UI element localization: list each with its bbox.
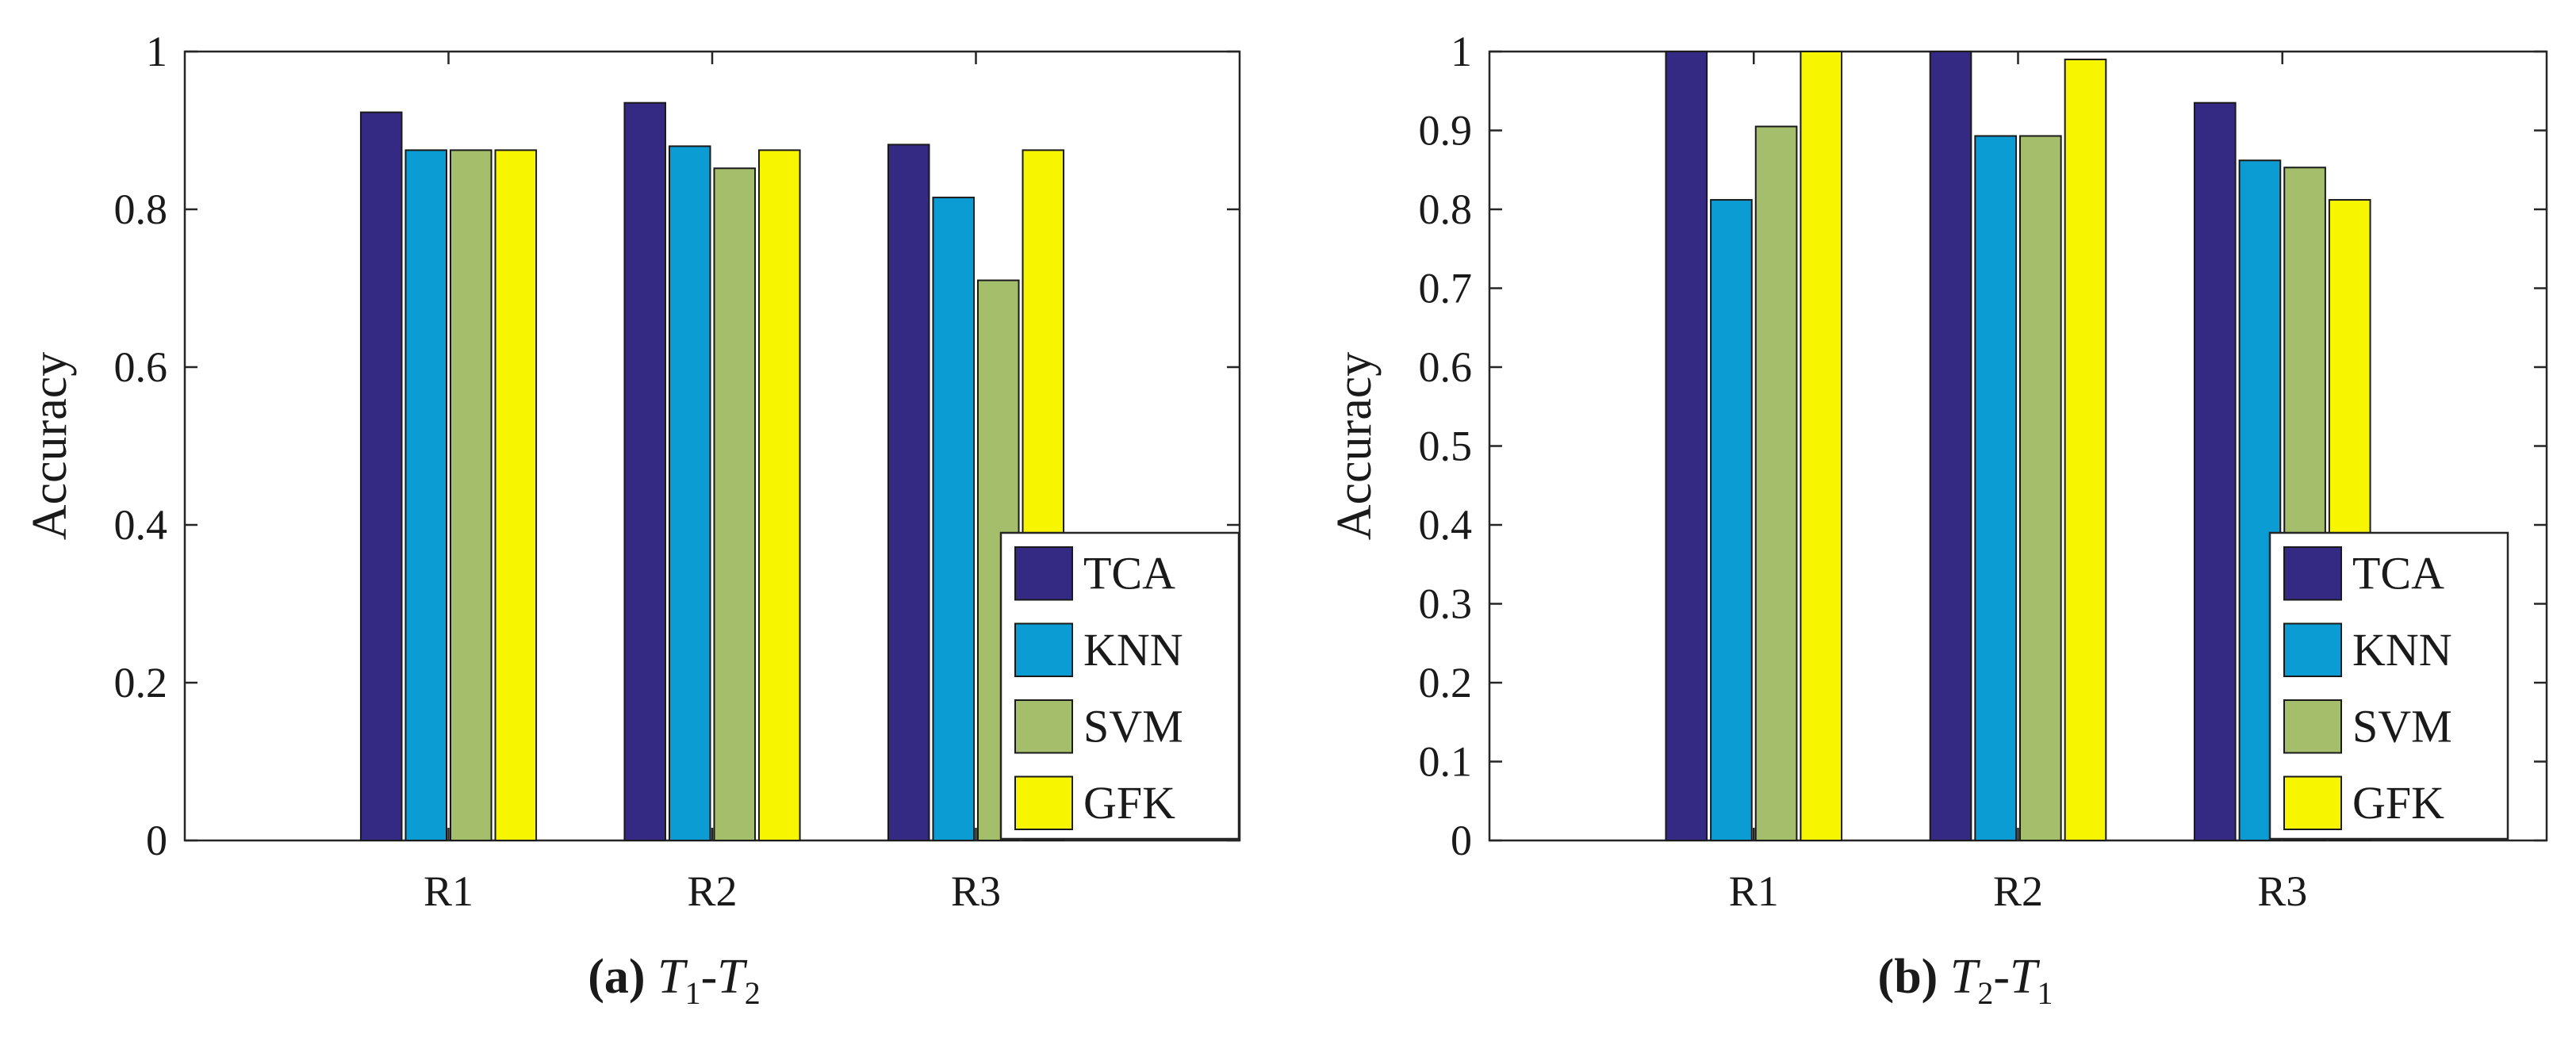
panel-a-bar-knn-r1 bbox=[404, 149, 448, 841]
panel-a-bar-tca-r1 bbox=[359, 111, 403, 842]
panel-a-caption-sub-0: 1 bbox=[685, 975, 701, 1011]
panel-a-bar-svm-r2 bbox=[713, 167, 757, 841]
panel-a-ytick-label-4: 0.8 bbox=[114, 186, 168, 233]
panel-b-ytick-label-4: 0.4 bbox=[1419, 501, 1473, 549]
panel-a-legend-label-gfk: GFK bbox=[1083, 777, 1175, 829]
panel-b-bar-knn-r1 bbox=[1710, 199, 1753, 841]
panel-a-xtick-label-R3: R3 bbox=[951, 867, 1001, 915]
panel-a-bar-tca-r2 bbox=[623, 101, 666, 842]
panel-b-legend: TCA KNN SVM GFK bbox=[2268, 531, 2509, 840]
panel-b-chart: 0 0.1 0.2 0.3 0.4 0.5 0.6 0.7 0.8 0.9 1 Accuracy R1 R… bbox=[1328, 28, 2548, 1011]
panel-b-bar-tca-r3 bbox=[2193, 101, 2237, 842]
panel-a-ytick-label-3: 0.6 bbox=[114, 343, 168, 391]
panel-b-ytick-label-10: 1 bbox=[1451, 28, 1472, 75]
panel-b-legend-label-gfk: GFK bbox=[2352, 777, 2444, 829]
panel-b-legend-label-knn: KNN bbox=[2352, 624, 2452, 676]
panel-a-xtick-label-R2: R2 bbox=[687, 867, 737, 915]
panel-a-legend-label-svm: SVM bbox=[1083, 700, 1183, 752]
panel-b-legend-label-svm: SVM bbox=[2352, 700, 2452, 752]
panel-b-ytick-label-5: 0.5 bbox=[1419, 423, 1473, 470]
panel-b-caption-tag: (b) bbox=[1878, 950, 1950, 1004]
panel-b-bar-svm-r2 bbox=[2018, 135, 2062, 841]
panel-b-bar-tca-r2 bbox=[1929, 51, 1972, 841]
panel-b-legend-swatch-gfk bbox=[2283, 775, 2342, 830]
panel-b-ytick-label-2: 0.2 bbox=[1419, 659, 1473, 706]
panel-b-bar-svm-r1 bbox=[1754, 125, 1798, 841]
panel-b-caption-sep: - bbox=[1993, 950, 2010, 1004]
panel-a-bar-tca-r3 bbox=[887, 144, 930, 842]
panel-a-y-axis-title: Accuracy bbox=[23, 352, 77, 541]
panel-a-legend-swatch-tca bbox=[1014, 546, 1073, 601]
panel-b-legend-label-tca: TCA bbox=[2352, 547, 2444, 599]
panel-b-ytick-label-8: 0.8 bbox=[1419, 186, 1473, 233]
panel-a-xtick-label-R1: R1 bbox=[424, 867, 473, 915]
panel-b-xtick-label-R2: R2 bbox=[1993, 867, 2043, 915]
panel-a-caption-sep: - bbox=[701, 950, 718, 1004]
panel-a-caption-var-2: T bbox=[717, 950, 748, 1004]
panel-a-legend-label-knn: KNN bbox=[1083, 624, 1183, 676]
panel-b-xtick-label-R1: R1 bbox=[1729, 867, 1779, 915]
panel-a-bar-knn-r3 bbox=[932, 197, 976, 841]
panel-a-ytick-label-1: 0.2 bbox=[114, 659, 168, 706]
panel-a-bar-gfk-r2 bbox=[758, 149, 801, 841]
panel-b-caption-sub-2: 1 bbox=[2037, 975, 2053, 1011]
panel-b-bar-knn-r2 bbox=[1974, 135, 2018, 841]
panel-a-bar-gfk-r1 bbox=[494, 149, 538, 841]
panel-b-legend-swatch-tca bbox=[2283, 546, 2342, 601]
panel-b-ytick-label-1: 0.1 bbox=[1419, 738, 1473, 786]
panel-a-caption: (a) T1​-T2​ bbox=[588, 950, 760, 1011]
panel-b-ytick-label-9: 0.9 bbox=[1419, 107, 1473, 155]
panel-a-bar-knn-r2 bbox=[668, 145, 711, 841]
panel-b-caption-sub-0: 2 bbox=[1977, 975, 1993, 1011]
panel-b-legend-swatch-knn bbox=[2283, 622, 2342, 677]
panel-b-ytick-label-7: 0.7 bbox=[1419, 265, 1473, 312]
panel-b-caption-var-0: T bbox=[1950, 950, 1981, 1004]
panel-a-legend-swatch-svm bbox=[1014, 699, 1073, 754]
panel-b-bar-tca-r1 bbox=[1665, 51, 1708, 841]
panel-a-ytick-label-0: 0 bbox=[146, 817, 167, 864]
panel-a-bar-svm-r1 bbox=[449, 149, 493, 841]
panel-b-y-axis-title: Accuracy bbox=[1328, 352, 1382, 541]
panel-a-caption-tag: (a) bbox=[588, 950, 657, 1004]
panel-a-legend-swatch-gfk bbox=[1014, 775, 1073, 830]
panel-b-bar-gfk-r1 bbox=[1800, 51, 1843, 841]
panel-b-bar-gfk-r2 bbox=[2064, 58, 2107, 841]
panel-a-legend: TCA KNN SVM GFK bbox=[999, 531, 1240, 840]
panel-b-legend-swatch-svm bbox=[2283, 699, 2342, 754]
panel-a-ytick-label-2: 0.4 bbox=[114, 501, 168, 549]
panel-b-caption: (b) T2​-T1​ bbox=[1878, 950, 2053, 1011]
panel-b-xtick-label-R3: R3 bbox=[2257, 867, 2307, 915]
panel-a-chart: 0 0.2 0.4 0.6 0.8 1 Accuracy R1 R2 R3 TCA KNN SVM GFK… bbox=[23, 28, 1241, 1011]
panel-a-legend-swatch-knn bbox=[1014, 622, 1073, 677]
panel-a-caption-var-0: T bbox=[657, 950, 688, 1004]
panel-a-legend-label-tca: TCA bbox=[1083, 547, 1175, 599]
panel-b-ytick-label-6: 0.6 bbox=[1419, 343, 1473, 391]
panel-b-ytick-label-3: 0.3 bbox=[1419, 580, 1473, 628]
panel-a-ytick-label-5: 1 bbox=[146, 28, 167, 75]
panel-b-ytick-label-0: 0 bbox=[1451, 817, 1472, 864]
panel-a-caption-sub-2: 2 bbox=[745, 975, 761, 1011]
panel-b-caption-var-2: T bbox=[2010, 950, 2041, 1004]
